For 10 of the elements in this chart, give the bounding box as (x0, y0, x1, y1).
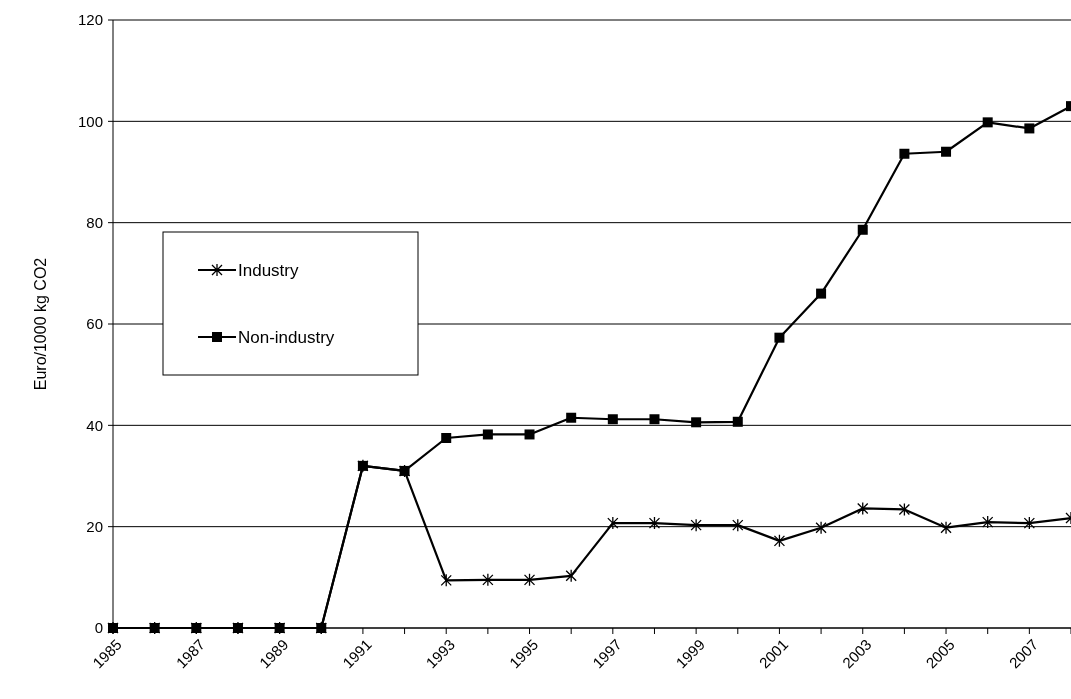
y-tick-label: 120 (77, 11, 103, 29)
y-tick-label: 60 (86, 315, 103, 333)
legend-label: Industry (238, 260, 299, 280)
y-tick-label: 40 (86, 416, 103, 434)
legend-label: Non-industry (238, 327, 335, 347)
y-tick-label: 100 (77, 112, 103, 130)
y-tick-label: 80 (86, 213, 103, 231)
y-axis-title: Euro/1000 kg CO2 (32, 257, 49, 391)
y-tick-label: 0 (94, 619, 103, 637)
y-tick-label: 20 (86, 517, 103, 535)
